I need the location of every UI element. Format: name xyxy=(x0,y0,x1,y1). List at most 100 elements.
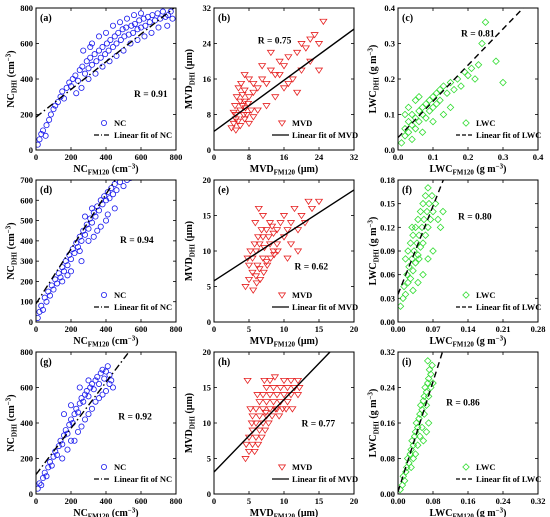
data-point xyxy=(286,220,296,227)
data-point xyxy=(99,366,106,373)
data-point xyxy=(68,256,75,263)
data-point xyxy=(423,207,431,216)
data-point xyxy=(258,392,268,399)
data-point xyxy=(265,377,275,385)
data-point xyxy=(64,262,71,269)
data-point xyxy=(253,392,262,399)
data-point xyxy=(446,78,455,87)
data-point xyxy=(314,67,324,74)
data-point xyxy=(68,416,75,423)
y-tick-label: 800 xyxy=(20,3,33,13)
data-point xyxy=(246,248,255,255)
data-point xyxy=(255,399,264,406)
data-point xyxy=(45,464,52,471)
x-tick-label: 600 xyxy=(135,324,148,334)
scatter-points xyxy=(36,8,176,148)
data-point xyxy=(76,67,83,74)
data-point xyxy=(403,270,411,279)
data-point xyxy=(96,380,103,387)
data-point xyxy=(251,248,261,255)
data-point xyxy=(428,192,436,200)
data-point xyxy=(258,406,268,413)
data-point xyxy=(257,76,267,83)
y-tick-label: 0 xyxy=(207,317,211,327)
x-tick-label: 0.16 xyxy=(461,496,476,506)
data-point xyxy=(418,103,427,112)
panel-g: 0 200 400 600 800 0 200 400 600 800 (g) R = 0.92 NC L… xyxy=(5,347,183,517)
data-point xyxy=(38,482,45,489)
data-point xyxy=(48,282,55,289)
x-tick-label: 0 xyxy=(34,324,38,334)
data-point xyxy=(297,213,306,220)
data-point xyxy=(262,80,271,88)
data-point xyxy=(411,124,420,133)
data-point xyxy=(82,416,89,423)
data-point xyxy=(423,357,432,365)
data-point xyxy=(50,286,57,293)
data-point xyxy=(422,114,430,122)
x-tick-label: 0.4 xyxy=(533,152,544,162)
x-tick-label: 400 xyxy=(100,496,113,506)
y-tick-label: 20 xyxy=(203,175,212,185)
panel-f: 0.00 0.07 0.14 0.21 0.28 0.00 0.03 0.06 0.09 0.12… xyxy=(367,175,546,349)
data-point xyxy=(283,255,292,262)
data-point xyxy=(273,248,282,255)
data-point xyxy=(248,413,257,420)
data-point xyxy=(90,386,97,393)
fit-line xyxy=(398,8,525,139)
x-axis-title: LWCFM120 (g m−3) xyxy=(430,163,507,177)
x-tick-label: 5 xyxy=(247,324,251,334)
y-tick-label: 800 xyxy=(20,347,33,357)
data-point xyxy=(411,259,420,267)
data-point xyxy=(128,180,133,181)
x-tick-label: 0.24 xyxy=(496,496,512,506)
data-point xyxy=(262,399,271,406)
data-point xyxy=(436,96,444,105)
data-point xyxy=(406,274,415,283)
data-point xyxy=(411,114,420,122)
data-point xyxy=(119,26,126,33)
y-axis-title: MVDDHI (μm) xyxy=(184,393,197,453)
data-point xyxy=(434,215,442,224)
data-point xyxy=(244,120,254,128)
data-point xyxy=(239,112,248,119)
data-point xyxy=(255,266,264,273)
data-point xyxy=(427,370,435,378)
x-axis-title: MVDFM120 (μm) xyxy=(250,336,318,349)
data-point xyxy=(57,437,64,444)
y-tick-label: 200 xyxy=(20,276,33,286)
data-point xyxy=(400,282,408,291)
data-point xyxy=(120,47,127,54)
data-point xyxy=(36,141,41,148)
data-point xyxy=(284,80,293,88)
data-point xyxy=(57,93,64,100)
data-point xyxy=(405,263,413,271)
x-axis-title: MVDFM120 (μm) xyxy=(250,508,318,517)
data-point xyxy=(85,411,92,418)
panel-a: 0 200 400 600 800 0 200 400 600 800 (a) R = 0.91 NC L… xyxy=(5,3,183,177)
y-tick-label: 0.00 xyxy=(380,489,395,499)
plot-frame xyxy=(213,7,355,151)
data-point xyxy=(419,397,428,405)
scatter-points xyxy=(241,198,324,294)
data-point xyxy=(241,284,250,291)
x-tick-label: 400 xyxy=(100,324,113,334)
data-point xyxy=(154,10,161,17)
data-point xyxy=(75,77,82,84)
data-point xyxy=(404,117,413,126)
y-tick-label: 200 xyxy=(20,110,33,120)
y-tick-label: 32 xyxy=(203,3,212,13)
y-tick-label: 10 xyxy=(203,246,212,256)
y-tick-label: 300 xyxy=(20,256,33,266)
data-point xyxy=(59,441,66,448)
data-point xyxy=(134,26,141,33)
data-point xyxy=(269,248,278,255)
data-point xyxy=(424,419,433,427)
data-point xyxy=(42,132,49,139)
data-point xyxy=(274,413,284,420)
x-tick-label: 0 xyxy=(212,496,216,506)
y-tick-label: 0.0 xyxy=(384,145,395,155)
x-axis-title: NCFM120 (cm−3) xyxy=(73,507,138,517)
data-point xyxy=(78,423,85,430)
data-point xyxy=(47,459,54,466)
